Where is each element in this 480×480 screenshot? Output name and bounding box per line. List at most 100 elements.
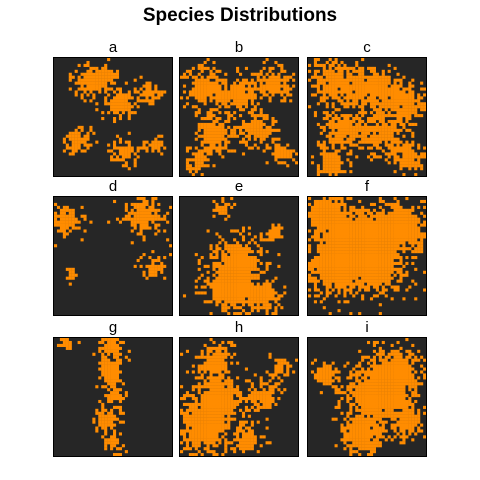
occupied-cell: [113, 388, 117, 392]
occupied-cell: [396, 279, 400, 283]
occupied-cell: [387, 229, 391, 233]
occupied-cell: [224, 285, 228, 289]
occupied-cell: [384, 250, 388, 254]
occupied-cell: [145, 99, 149, 103]
occupied-cell: [206, 111, 210, 115]
occupied-cell: [247, 429, 251, 433]
occupied-cell: [218, 397, 222, 401]
occupied-cell: [253, 399, 257, 404]
occupied-cell: [328, 170, 332, 174]
occupied-cell: [200, 376, 204, 380]
occupied-cell: [145, 223, 149, 227]
occupied-cell: [411, 208, 415, 212]
occupied-cell: [340, 273, 344, 277]
occupied-cell: [334, 376, 338, 380]
occupied-cell: [378, 211, 382, 215]
occupied-cell: [325, 291, 329, 295]
occupied-cell: [191, 370, 195, 374]
occupied-cell: [411, 111, 415, 115]
occupied-cell: [188, 447, 192, 451]
occupied-cell: [378, 405, 382, 409]
occupied-cell: [280, 306, 284, 310]
occupied-cell: [194, 84, 198, 88]
occupied-cell: [136, 214, 140, 218]
occupied-cell: [405, 149, 409, 153]
occupied-cell: [414, 370, 418, 374]
occupied-cell: [241, 99, 246, 103]
occupied-cell: [420, 364, 424, 368]
occupied-cell: [384, 93, 388, 97]
occupied-cell: [349, 258, 353, 263]
occupied-cell: [65, 340, 69, 345]
occupied-cell: [262, 288, 266, 292]
occupied-cell: [188, 414, 192, 418]
occupied-cell: [343, 102, 347, 106]
occupied-cell: [209, 256, 213, 260]
occupied-cell: [209, 411, 213, 415]
occupied-cell: [80, 84, 84, 88]
occupied-cell: [259, 435, 263, 439]
occupied-cell: [239, 273, 243, 277]
occupied-cell: [340, 232, 344, 236]
occupied-cell: [71, 134, 75, 138]
occupied-cell: [414, 399, 418, 404]
occupied-cell: [107, 149, 111, 153]
occupied-cell: [355, 261, 359, 265]
occupied-cell: [384, 294, 388, 298]
occupied-cell: [402, 226, 406, 230]
occupied-cell: [396, 402, 400, 406]
occupied-cell: [399, 214, 403, 218]
occupied-cell: [194, 405, 198, 409]
occupied-cell: [384, 232, 388, 236]
occupied-cell: [250, 114, 254, 118]
occupied-cell: [71, 131, 75, 135]
occupied-cell: [197, 84, 201, 88]
occupied-cells-a: [62, 58, 167, 171]
occupied-cell: [236, 361, 240, 365]
occupied-cell: [107, 343, 111, 347]
occupied-cell: [71, 276, 75, 280]
occupied-cell: [358, 361, 362, 365]
occupied-cell: [358, 226, 362, 230]
occupied-cell: [384, 364, 388, 368]
occupied-cell: [203, 370, 207, 374]
occupied-cell: [372, 267, 376, 271]
occupied-cell: [145, 81, 149, 85]
occupied-cell: [68, 131, 72, 135]
occupied-cell: [346, 137, 350, 141]
occupied-cell: [59, 217, 63, 221]
occupied-cell: [268, 84, 272, 88]
occupied-cell: [369, 140, 374, 144]
occupied-cell: [396, 355, 400, 359]
occupied-cell: [203, 355, 207, 359]
occupied-cell: [259, 96, 263, 100]
occupied-cell: [274, 152, 278, 156]
occupied-cell: [268, 388, 272, 392]
occupied-cell: [241, 235, 246, 239]
occupied-cell: [215, 364, 219, 368]
occupied-cell: [247, 297, 251, 301]
occupied-cell: [402, 238, 406, 242]
occupied-cell: [369, 408, 374, 412]
occupied-cell: [325, 270, 329, 274]
occupied-cell: [396, 119, 400, 124]
occupied-cell: [230, 391, 234, 395]
occupied-cell: [405, 376, 409, 380]
occupied-cell: [212, 137, 216, 141]
occupied-cell: [417, 114, 421, 118]
occupied-cell: [107, 414, 111, 418]
occupied-cell: [361, 276, 365, 280]
occupied-cell: [244, 276, 248, 280]
occupied-cell: [355, 423, 359, 427]
occupied-cell: [253, 300, 257, 304]
occupied-cell: [221, 297, 225, 301]
occupied-cell: [387, 385, 391, 389]
occupied-cell: [227, 397, 231, 401]
occupied-cell: [396, 379, 400, 383]
occupied-cell: [387, 63, 391, 67]
occupied-cell: [277, 235, 281, 239]
occupied-cell: [110, 441, 114, 445]
occupied-cell: [358, 388, 362, 392]
occupied-cell: [349, 143, 353, 147]
occupied-cell: [77, 131, 81, 135]
